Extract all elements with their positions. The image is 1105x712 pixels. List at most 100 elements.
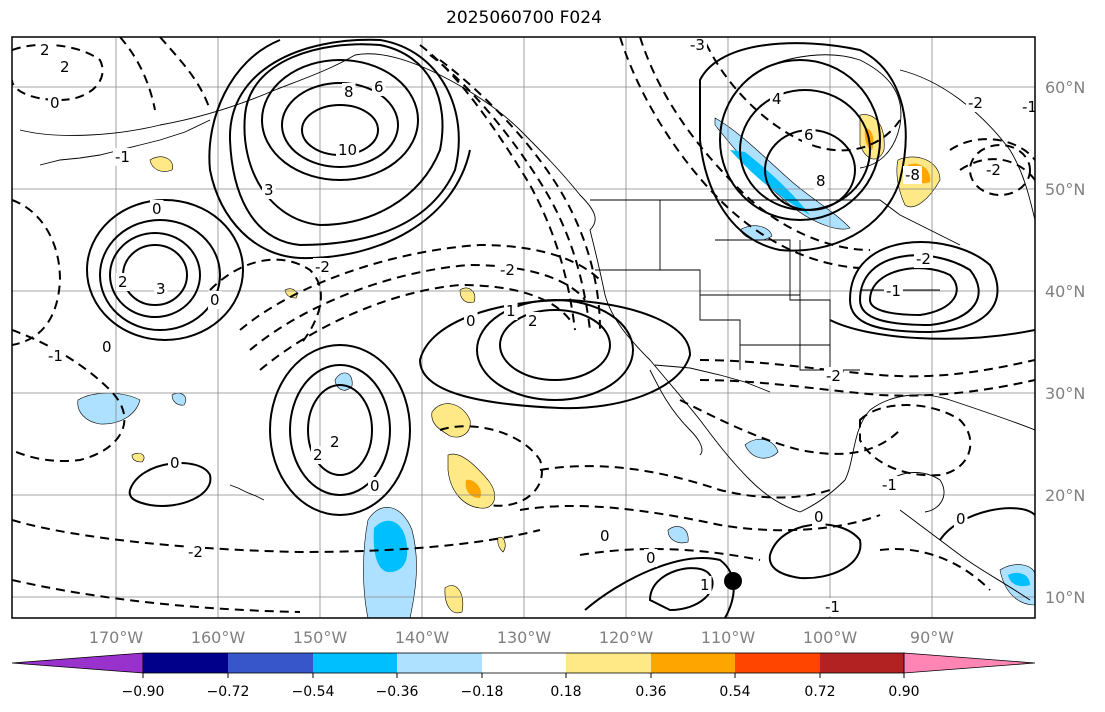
shade-blue-mexico [744,438,779,459]
colorbar-bin [313,653,397,673]
lat-label: 20°N [1045,486,1085,505]
border-us-mexico [654,364,771,393]
contour-label: 8 [344,83,354,101]
contour-label: -2 [315,258,330,276]
contour-label-background [812,508,826,526]
contour-neg-mex3 [579,547,761,561]
contour-label-background [116,273,130,291]
colorbar-ticks [142,673,905,678]
lon-label: 120°W [599,628,654,647]
contour-label-background [372,78,386,96]
longitude-labels: 170°W 160°W 150°W 140°W 130°W 120°W 110°… [89,628,954,647]
contour-label-background [698,576,712,594]
contour-mexico-1 [768,523,862,580]
contour-label-background [46,347,65,365]
colorbar-bin [566,653,651,673]
lat-label: 60°N [1045,78,1085,97]
contour-ne-low-1 [848,241,999,334]
colorbar-frame [142,652,905,674]
contour-neg-pac-2 [249,263,586,351]
contour-label: -1 [882,476,897,494]
contour-label-background [311,446,325,464]
contour-label: -3 [690,36,705,54]
contour-hawaii-0 [269,344,411,516]
shade-yellow-small1 [444,585,464,614]
colorbar-tick-label: 0.36 [635,684,666,700]
contour-label: -2 [968,94,983,112]
contour-label: 3 [156,280,166,298]
colorbar-tick-label: −0.36 [376,684,419,700]
contour-label-background [824,367,843,385]
map-panel: 2 2 0 6 8 10 3 -1 0 2 3 0 -2 -2 0 2 -1 0… [12,36,1037,618]
colorbar-tick-label: −0.90 [122,684,165,700]
map-frame [11,36,1036,619]
contour-label: 0 [956,510,966,528]
contour-label: 2 [40,41,50,59]
contour-label-background [688,37,707,54]
contour-west-1 [99,219,221,331]
contour-neg-mex [539,465,831,499]
contour-label: 1 [700,576,710,594]
contour-label: 0 [370,477,380,495]
contour-label: 0 [600,527,610,545]
lon-label: 170°W [89,628,144,647]
contour-label-background [966,94,985,112]
contour-label: -1 [825,598,840,616]
contour-label-background [984,161,1003,179]
border-states2 [715,239,831,370]
contour-label-background [954,510,968,528]
contour-label: 2 [60,58,70,76]
colorbar-bin [651,653,735,673]
contour-neg-hawaii-e [439,425,543,507]
colorbar-bin [820,653,904,673]
contour-west-0 [86,199,244,341]
contour-hawaii-1 [289,364,391,496]
coast-central-am [899,509,1031,601]
shade-yellow-pacific3 [459,287,476,303]
contour-ne-low-2 [858,254,980,327]
contour-label: 2 [528,312,538,330]
contour-label-background [168,454,182,472]
contour-label-background [504,302,518,320]
contour-label-background [342,83,356,101]
contour-sub-0 [418,298,692,410]
contour-label-background [336,141,360,159]
contour-west-2 [109,232,201,318]
contour-neg-alaska-3 [419,44,576,331]
colorbar-bin [397,653,482,673]
colorbar-tick-label: −0.72 [207,684,250,700]
contour-gulf-alaska-8 [281,82,399,168]
lat-label: 50°N [1045,180,1085,199]
shade-yellow-small2 [497,536,506,553]
contour-label-background [38,41,52,59]
colorbar-tick-label: 0.18 [550,684,581,700]
contour-label: 8 [816,172,826,190]
shade-blue-mexico2 [667,526,689,544]
contour-neg-ne3 [969,144,1031,196]
contour-sub-2 [499,309,611,381]
contour-neg-carib [879,548,991,591]
contour-label-background [914,250,933,268]
contour-neg-sw [12,519,541,554]
contour-label: 0 [210,291,220,309]
contour-neg-mex2 [519,504,881,532]
contour-label: 0 [50,94,60,112]
contour-label: -8 [905,166,920,184]
colorbar-tick-label: −0.54 [292,684,335,700]
contour-label: -1 [1022,98,1037,116]
contour-label-background [113,148,132,166]
contour-neg-n3 [119,37,156,111]
contour-neg-n2 [159,37,211,111]
contour-label: 0 [646,549,656,567]
lon-label: 130°W [497,628,552,647]
map-title: 2025060700 F024 [446,8,602,28]
contour-neg-east3 [619,37,861,269]
contour-label: 0 [466,312,476,330]
contour-neg-se1 [699,359,1035,378]
contour-label: 6 [374,78,384,96]
border-us-canada [590,199,961,246]
contour-neg-se2 [699,379,1035,397]
contour-label-background [903,166,922,184]
contour-neg-gulf [859,404,972,477]
coast-yucatan [889,472,945,513]
